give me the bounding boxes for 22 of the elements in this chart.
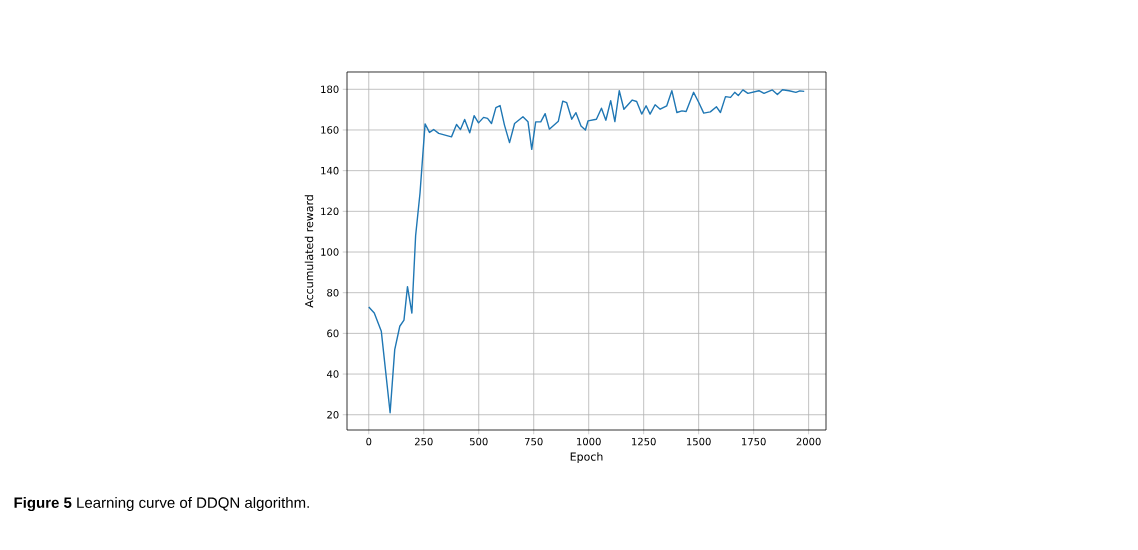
y-tick-label: 140 — [321, 166, 339, 175]
x-tick-label: 2000 — [796, 437, 821, 446]
y-tick-label: 160 — [321, 126, 339, 134]
x-tick-label: 1250 — [632, 437, 656, 446]
x-tick-label: 750 — [524, 437, 543, 446]
y-tick-label: 80 — [327, 288, 339, 297]
y-tick-label: 40 — [326, 370, 339, 378]
x-tick-label: 500 — [469, 437, 488, 446]
x-tick-label: 1000 — [577, 437, 601, 446]
y-tick-label: 20 — [327, 410, 339, 419]
y-tick-label: 120 — [321, 207, 339, 216]
y-axis-title: Accumulated reward — [304, 195, 314, 308]
x-axis-title: Epoch — [570, 452, 603, 463]
x-tick-label: 1750 — [742, 437, 766, 446]
y-tick-label: 180 — [321, 85, 339, 94]
x-tick-label: 1500 — [687, 437, 711, 446]
x-tick-label: 0 — [366, 437, 372, 446]
y-tick-label: 100 — [321, 248, 339, 256]
text: Figure 5 Learning curve of DDQN algorithm. — [14, 496, 309, 512]
x-tick-label: 250 — [414, 437, 433, 446]
line-series — [368, 89, 805, 414]
y-tick-label: 60 — [327, 329, 339, 338]
